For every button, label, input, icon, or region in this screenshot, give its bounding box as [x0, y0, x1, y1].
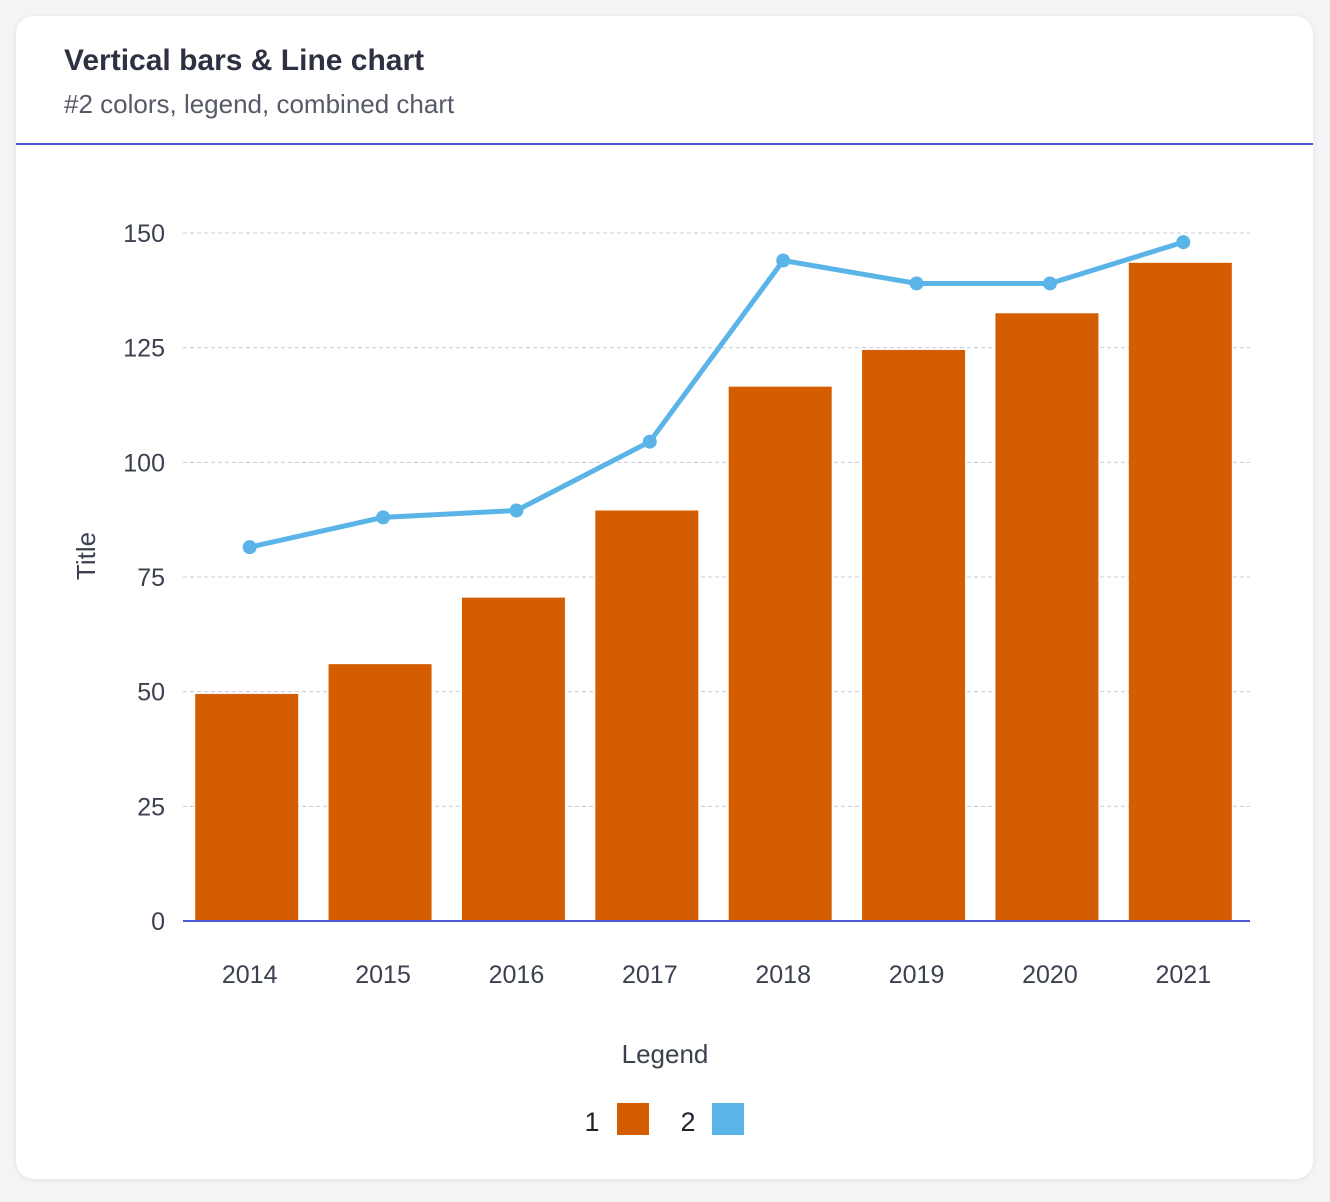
- legend-label: 2: [680, 1107, 695, 1137]
- x-tick-label: 2020: [1022, 961, 1078, 989]
- bar: [995, 313, 1099, 921]
- y-tick-label: 50: [137, 679, 165, 707]
- line-series: [242, 235, 1191, 555]
- y-tick-label: 150: [123, 220, 165, 248]
- x-tick-label: 2015: [355, 961, 411, 989]
- bar: [195, 693, 299, 921]
- x-tick-label: 2019: [889, 961, 945, 989]
- line-point: [242, 540, 257, 555]
- legend-label: 1: [584, 1107, 599, 1137]
- bar: [461, 597, 565, 921]
- y-tick-label: 75: [137, 564, 165, 592]
- x-tick-label: 2021: [1156, 961, 1212, 989]
- bar: [728, 386, 832, 921]
- bar: [862, 349, 966, 922]
- legend-swatch: [617, 1103, 649, 1135]
- bar: [595, 510, 699, 921]
- y-tick-label: 125: [123, 335, 165, 363]
- x-tick-label: 2017: [622, 961, 678, 989]
- bar-series: [195, 262, 1232, 922]
- line-point: [509, 503, 524, 518]
- y-axis-ticks: 0 25 50 75 100 125 150: [123, 220, 165, 936]
- y-tick-label: 0: [151, 908, 165, 936]
- chart-subtitle: #2 colors, legend, combined chart: [64, 89, 455, 119]
- card-header: Vertical bars & Line chart #2 colors, le…: [16, 16, 1313, 145]
- legend-item: 2: [680, 1103, 744, 1137]
- line-point: [909, 276, 924, 291]
- chart-title: Vertical bars & Line chart: [64, 44, 425, 77]
- x-tick-label: 2018: [755, 961, 811, 989]
- line-point: [1042, 276, 1057, 291]
- line-point: [376, 510, 391, 525]
- y-tick-label: 25: [137, 793, 165, 821]
- x-axis-ticks: 2014 2015 2016 2017 2018 2019 2020 2021: [222, 961, 1211, 989]
- line-point: [1176, 235, 1191, 250]
- legend-title: Legend: [622, 1039, 709, 1069]
- series-line: [249, 239, 1185, 550]
- line-point: [776, 253, 791, 268]
- bar: [1128, 262, 1232, 921]
- y-axis-title: Title: [71, 532, 101, 580]
- line-point: [642, 434, 657, 449]
- x-tick-label: 2016: [489, 961, 545, 989]
- x-tick-label: 2014: [222, 961, 278, 989]
- legend-item: 1: [584, 1103, 649, 1137]
- legend-swatch: [712, 1103, 744, 1135]
- bar: [328, 664, 432, 921]
- y-tick-label: 100: [123, 449, 165, 477]
